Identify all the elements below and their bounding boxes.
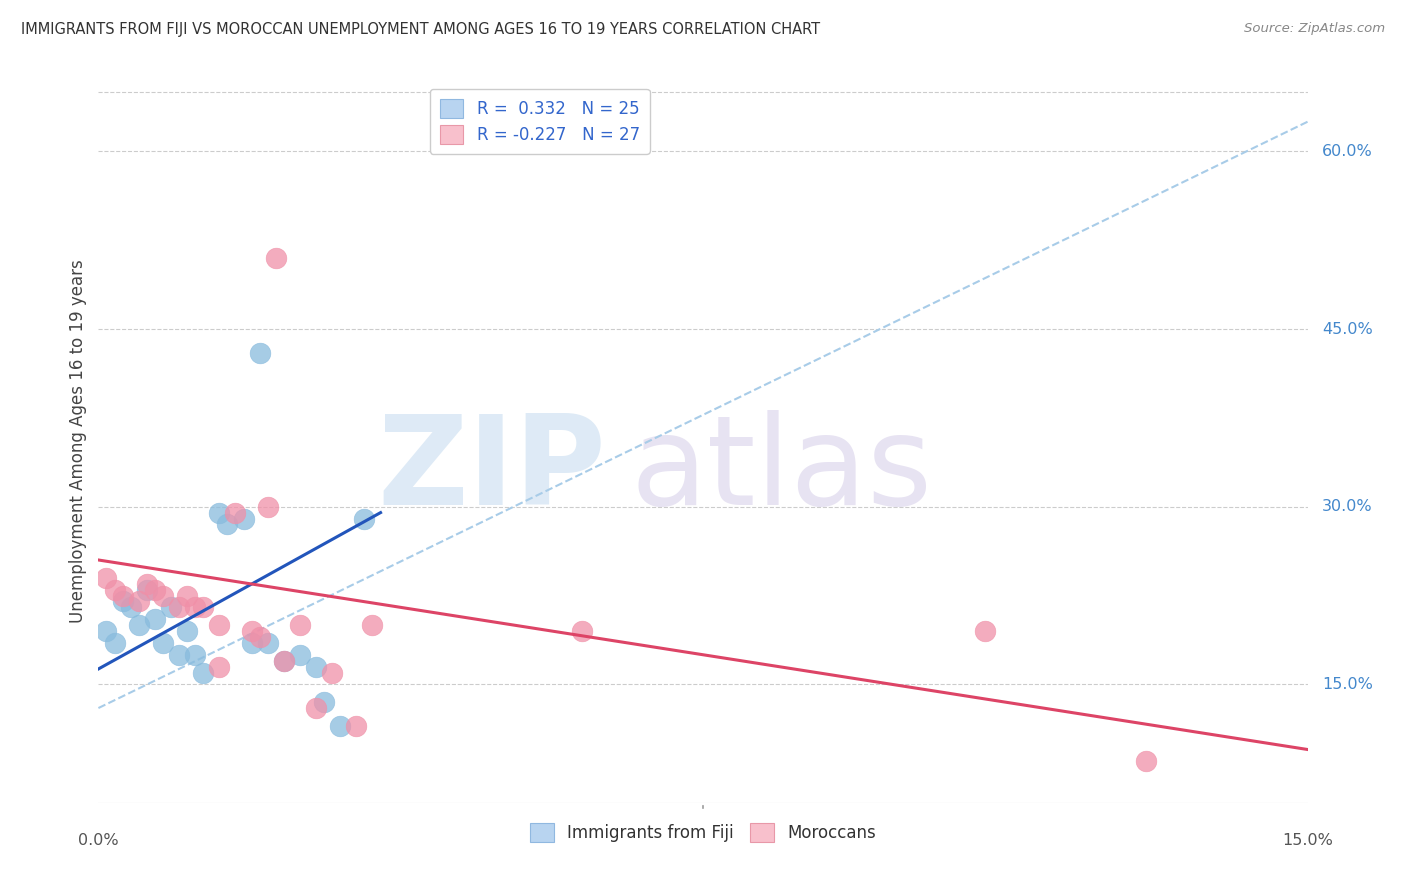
Point: [135, 582, 157, 597]
Point: [288, 648, 311, 662]
Point: [176, 624, 198, 638]
Point: [167, 648, 190, 662]
Point: [249, 345, 271, 359]
Point: [96, 571, 118, 585]
Point: [321, 665, 343, 680]
Text: 60.0%: 60.0%: [1322, 144, 1372, 159]
Point: [217, 517, 239, 532]
Point: [143, 612, 166, 626]
Point: [571, 624, 593, 638]
Point: [184, 600, 207, 615]
Point: [128, 618, 150, 632]
Text: IMMIGRANTS FROM FIJI VS MOROCCAN UNEMPLOYMENT AMONG AGES 16 TO 19 YEARS CORRELAT: IMMIGRANTS FROM FIJI VS MOROCCAN UNEMPLO…: [21, 22, 820, 37]
Text: atlas: atlas: [630, 410, 932, 531]
Point: [152, 636, 174, 650]
Text: ZIP: ZIP: [378, 410, 606, 531]
Point: [143, 582, 166, 597]
Point: [240, 636, 263, 650]
Point: [273, 654, 295, 668]
Point: [249, 630, 271, 644]
Point: [184, 648, 207, 662]
Point: [160, 600, 183, 615]
Point: [256, 500, 278, 514]
Point: [256, 636, 278, 650]
Point: [240, 624, 263, 638]
Point: [305, 659, 328, 673]
Text: Source: ZipAtlas.com: Source: ZipAtlas.com: [1244, 22, 1385, 36]
Point: [208, 506, 231, 520]
Text: 15.0%: 15.0%: [1282, 833, 1333, 848]
Point: [120, 600, 142, 615]
Point: [224, 506, 246, 520]
Point: [1135, 755, 1157, 769]
Text: 45.0%: 45.0%: [1322, 321, 1372, 336]
Point: [96, 624, 118, 638]
Text: 15.0%: 15.0%: [1322, 677, 1374, 692]
Point: [208, 659, 231, 673]
Point: [974, 624, 997, 638]
Point: [314, 695, 336, 709]
Point: [135, 576, 157, 591]
Point: [193, 665, 215, 680]
Point: [353, 511, 375, 525]
Point: [288, 618, 311, 632]
Point: [344, 719, 367, 733]
Point: [176, 589, 198, 603]
Text: 0.0%: 0.0%: [79, 833, 118, 848]
Point: [103, 582, 125, 597]
Point: [128, 594, 150, 608]
Point: [273, 654, 295, 668]
Point: [329, 719, 352, 733]
Point: [103, 636, 125, 650]
Point: [193, 600, 215, 615]
Text: 30.0%: 30.0%: [1322, 500, 1372, 514]
Point: [305, 701, 328, 715]
Point: [152, 589, 174, 603]
Point: [232, 511, 254, 525]
Y-axis label: Unemployment Among Ages 16 to 19 years: Unemployment Among Ages 16 to 19 years: [69, 260, 87, 624]
Point: [111, 589, 134, 603]
Point: [167, 600, 190, 615]
Point: [264, 251, 287, 265]
Legend: Immigrants from Fiji, Moroccans: Immigrants from Fiji, Moroccans: [523, 816, 883, 848]
Point: [361, 618, 384, 632]
Point: [208, 618, 231, 632]
Point: [111, 594, 134, 608]
